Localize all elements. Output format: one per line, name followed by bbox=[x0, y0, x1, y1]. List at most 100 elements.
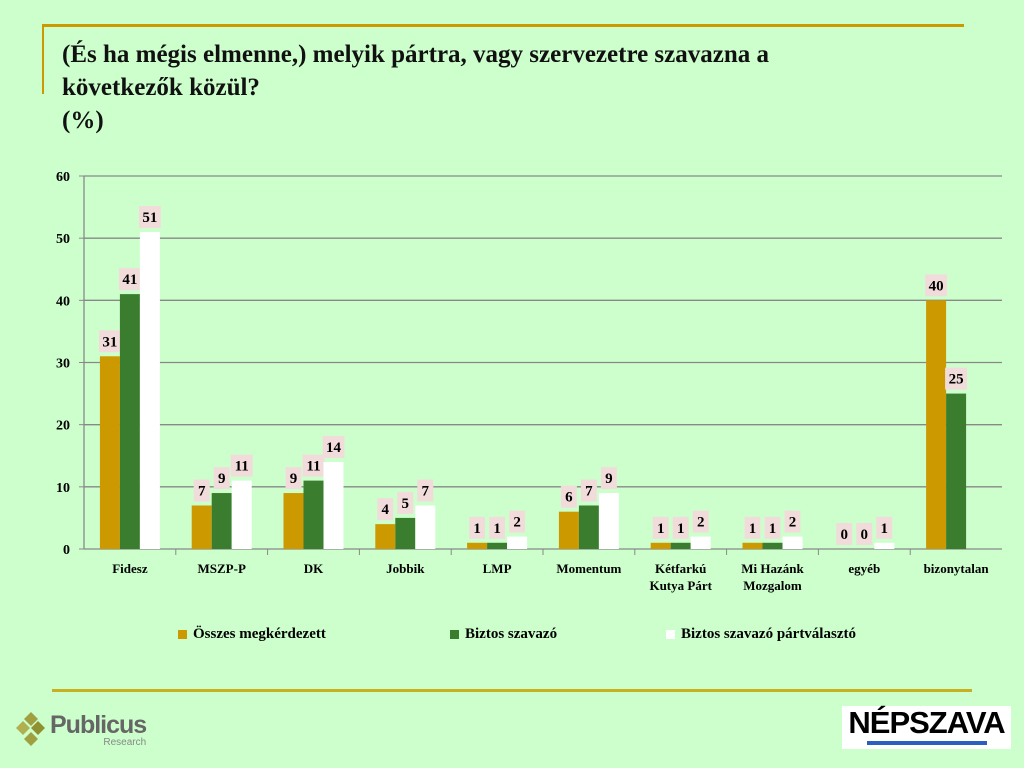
data-label-bg bbox=[600, 467, 617, 490]
data-label: 2 bbox=[513, 515, 521, 531]
data-label: 2 bbox=[697, 515, 705, 531]
bar-2 bbox=[690, 536, 711, 549]
side-rule bbox=[42, 24, 44, 94]
bar-2 bbox=[782, 536, 803, 549]
x-tick-label: DK bbox=[304, 561, 324, 576]
data-label-bg bbox=[692, 510, 709, 533]
x-tick-label: Kutya Párt bbox=[649, 578, 712, 593]
title-line-3: (%) bbox=[62, 107, 104, 134]
data-label: 25 bbox=[949, 372, 964, 388]
bar-0 bbox=[926, 300, 947, 549]
data-label: 41 bbox=[122, 272, 137, 288]
data-label: 0 bbox=[861, 527, 869, 543]
data-label: 9 bbox=[290, 471, 298, 487]
y-tick-label: 50 bbox=[56, 232, 70, 247]
data-label-bg bbox=[118, 268, 141, 291]
data-label: 40 bbox=[929, 278, 944, 294]
bar-2 bbox=[507, 536, 528, 549]
data-label-bg bbox=[377, 498, 394, 521]
bar-0 bbox=[467, 542, 488, 549]
data-label: 11 bbox=[235, 459, 249, 475]
data-label-bg bbox=[489, 516, 506, 539]
bar-0 bbox=[650, 542, 671, 549]
bar-1 bbox=[211, 493, 232, 549]
legend-swatch bbox=[178, 630, 187, 639]
title-line-1: (És ha mégis elmenne,) melyik pártra, va… bbox=[62, 41, 770, 68]
legend-item-biztos: Biztos szavazó bbox=[450, 626, 557, 643]
bar-1 bbox=[487, 542, 508, 549]
data-label: 2 bbox=[789, 515, 797, 531]
top-rule bbox=[42, 24, 964, 27]
data-label-bg bbox=[876, 516, 893, 539]
bar-1 bbox=[762, 542, 783, 549]
data-label: 6 bbox=[565, 490, 573, 506]
data-label-bg bbox=[213, 467, 230, 490]
bar-0 bbox=[558, 511, 579, 549]
data-label-bg bbox=[193, 479, 210, 502]
data-label: 9 bbox=[605, 471, 613, 487]
title-line-2: következők közül? bbox=[62, 74, 260, 101]
x-tick-label: egyéb bbox=[848, 561, 880, 576]
y-tick-label: 0 bbox=[63, 543, 70, 558]
data-label: 4 bbox=[382, 502, 390, 518]
y-tick-label: 20 bbox=[56, 419, 70, 434]
data-label-bg bbox=[925, 274, 948, 297]
data-label: 1 bbox=[473, 521, 481, 537]
bar-1 bbox=[395, 517, 416, 549]
data-label: 1 bbox=[749, 521, 757, 537]
data-label-bg bbox=[322, 435, 345, 458]
data-label-bg bbox=[744, 516, 761, 539]
bar-1 bbox=[670, 542, 691, 549]
bar-0 bbox=[283, 493, 304, 549]
bar-2 bbox=[598, 493, 619, 549]
x-tick-label: Kétfarkú bbox=[655, 561, 706, 576]
x-tick-label: bizonytalan bbox=[924, 561, 990, 576]
bar-2 bbox=[323, 461, 344, 549]
data-label: 1 bbox=[881, 521, 889, 537]
data-label: 0 bbox=[841, 527, 849, 543]
data-label-bg bbox=[836, 523, 853, 545]
x-tick-label: MSZP-P bbox=[198, 561, 246, 576]
data-label: 1 bbox=[493, 521, 501, 537]
data-label: 31 bbox=[102, 334, 117, 350]
bar-1 bbox=[119, 294, 140, 549]
data-label-bg bbox=[945, 367, 968, 390]
y-tick-label: 30 bbox=[56, 357, 70, 372]
legend-item-partvalaszto: Biztos szavazó pártválasztó bbox=[666, 626, 856, 643]
bar-1 bbox=[946, 393, 967, 549]
data-label-bg bbox=[784, 510, 801, 533]
data-label: 7 bbox=[422, 483, 430, 499]
bar-2 bbox=[139, 231, 160, 549]
bar-2 bbox=[415, 505, 436, 549]
bar-2 bbox=[231, 480, 252, 549]
data-label: 11 bbox=[306, 459, 320, 475]
data-label-bg bbox=[652, 516, 669, 539]
data-label: 5 bbox=[402, 496, 410, 512]
x-tick-label: LMP bbox=[483, 561, 512, 576]
x-tick-label: Fidesz bbox=[112, 561, 148, 576]
publicus-logo: Publicus Research bbox=[16, 710, 147, 750]
data-label: 1 bbox=[769, 521, 777, 537]
x-tick-label: Jobbik bbox=[386, 561, 425, 576]
bottom-rule bbox=[52, 689, 972, 692]
data-label-bg bbox=[560, 485, 577, 508]
bar-0 bbox=[99, 356, 120, 549]
nepszava-logo: NÉPSZAVA bbox=[842, 706, 1011, 749]
y-tick-label: 60 bbox=[56, 170, 70, 185]
bar-0 bbox=[191, 505, 212, 549]
data-label: 1 bbox=[657, 521, 665, 537]
x-tick-label: Mi Hazánk bbox=[741, 561, 804, 576]
x-tick-label: Mozgalom bbox=[743, 578, 802, 593]
bar-0 bbox=[375, 524, 396, 549]
legend-item-osszes: Összes megkérdezett bbox=[178, 626, 326, 643]
publicus-diamond-icon bbox=[16, 712, 45, 746]
data-label: 7 bbox=[585, 483, 593, 499]
data-label-bg bbox=[672, 516, 689, 539]
data-label-bg bbox=[285, 467, 302, 490]
chart-title: (És ha mégis elmenne,) melyik pártra, va… bbox=[62, 38, 769, 137]
data-label-bg bbox=[98, 330, 121, 353]
data-label: 9 bbox=[218, 471, 226, 487]
data-label-bg bbox=[397, 491, 414, 514]
y-tick-label: 10 bbox=[56, 481, 70, 496]
